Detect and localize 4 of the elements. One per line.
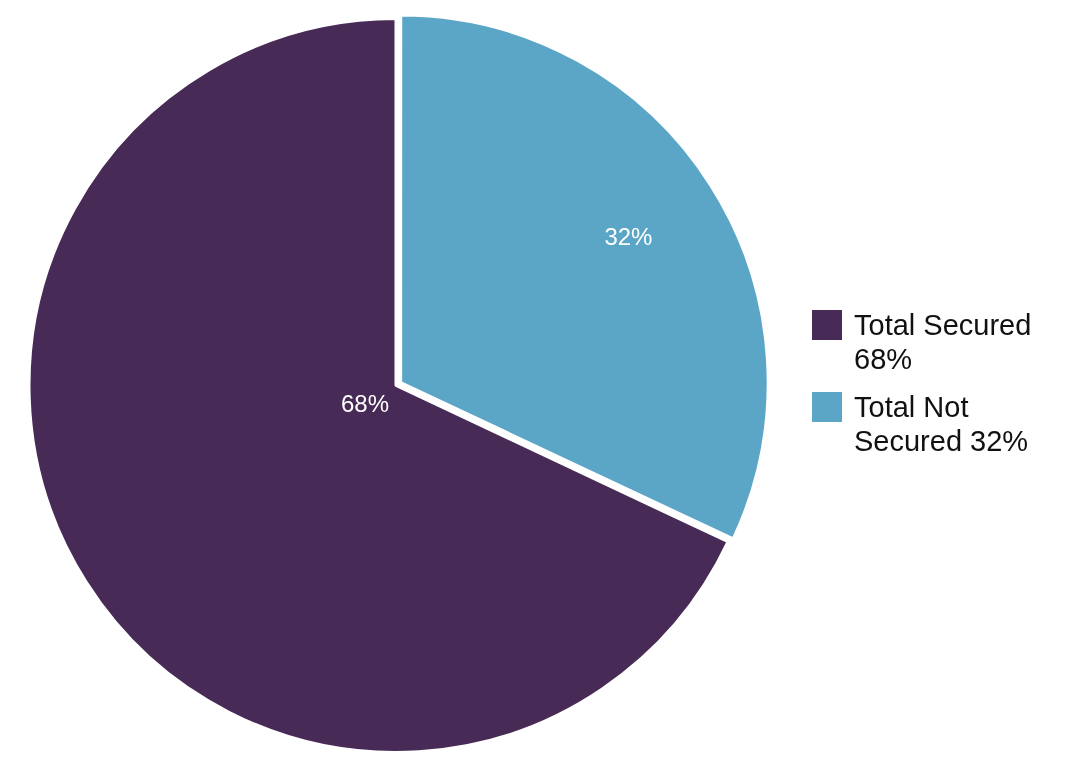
data-label: 32% (604, 222, 653, 250)
legend-label: Total Not Secured 32% (854, 389, 1030, 458)
data-label: 68% (340, 389, 390, 417)
legend-label: Total Secured 68% (854, 307, 1033, 376)
